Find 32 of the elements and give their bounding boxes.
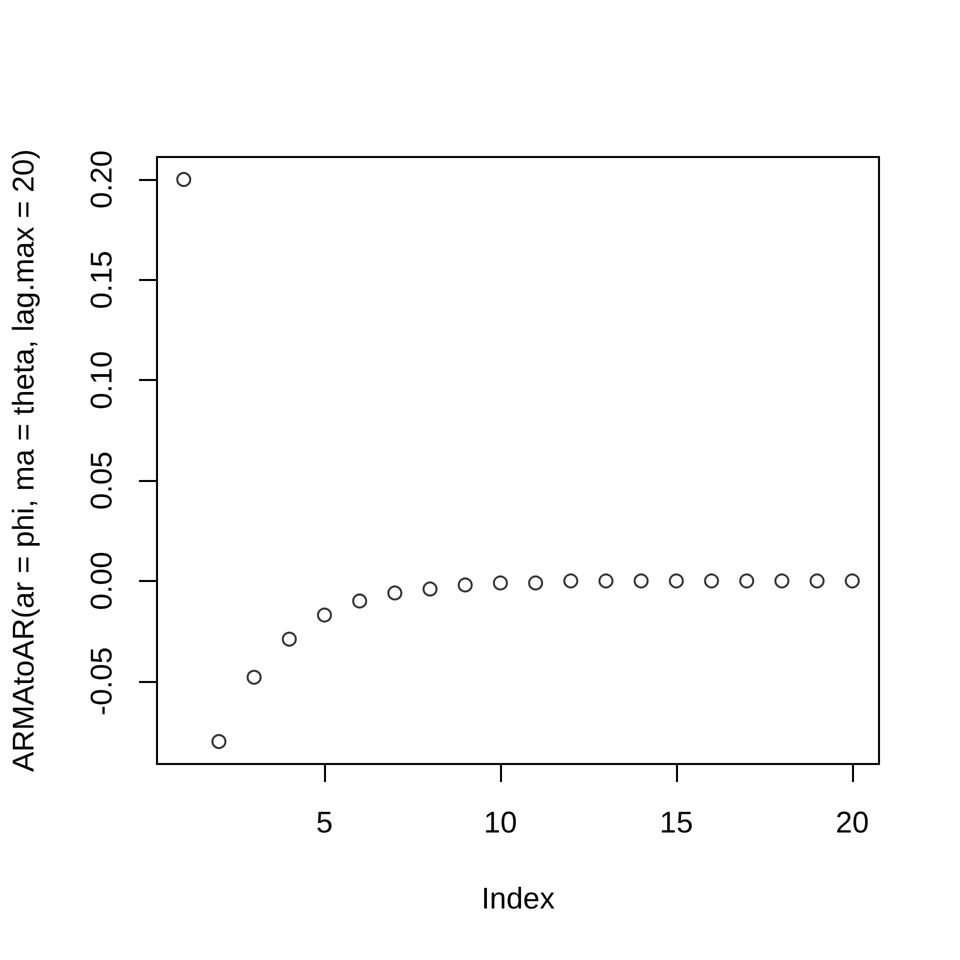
x-tick-label: 15 <box>660 806 694 840</box>
x-tick-label: 20 <box>836 806 869 840</box>
point <box>598 573 614 588</box>
y-tick-label: -0.05 <box>86 647 118 716</box>
point <box>563 573 578 588</box>
point <box>774 573 790 588</box>
y-tick-label: 0.10 <box>86 351 118 410</box>
x-axis-title: Index <box>481 882 555 916</box>
x-tick-label: 10 <box>484 806 518 840</box>
point <box>422 581 438 596</box>
point <box>528 575 544 590</box>
point <box>810 573 825 588</box>
y-tick-label: 0.20 <box>86 150 118 209</box>
point <box>668 573 684 588</box>
y-tick-label: 0.05 <box>86 451 118 510</box>
point <box>387 585 402 600</box>
point <box>246 670 262 685</box>
x-tick-label: 5 <box>316 806 333 840</box>
y-tick-label: 0.15 <box>86 250 118 310</box>
point <box>492 575 508 590</box>
point <box>316 608 332 623</box>
y-tick-label: 0.00 <box>86 552 118 610</box>
point <box>176 172 192 187</box>
point <box>458 577 473 592</box>
point <box>211 734 226 750</box>
point <box>282 632 297 647</box>
point <box>739 573 754 588</box>
point <box>704 573 720 588</box>
point <box>634 573 649 588</box>
point <box>352 594 368 609</box>
y-axis-title: ARMAtoAR(ar = phi, ma = theta, lag.max = 20) <box>8 149 40 772</box>
point <box>844 573 860 588</box>
